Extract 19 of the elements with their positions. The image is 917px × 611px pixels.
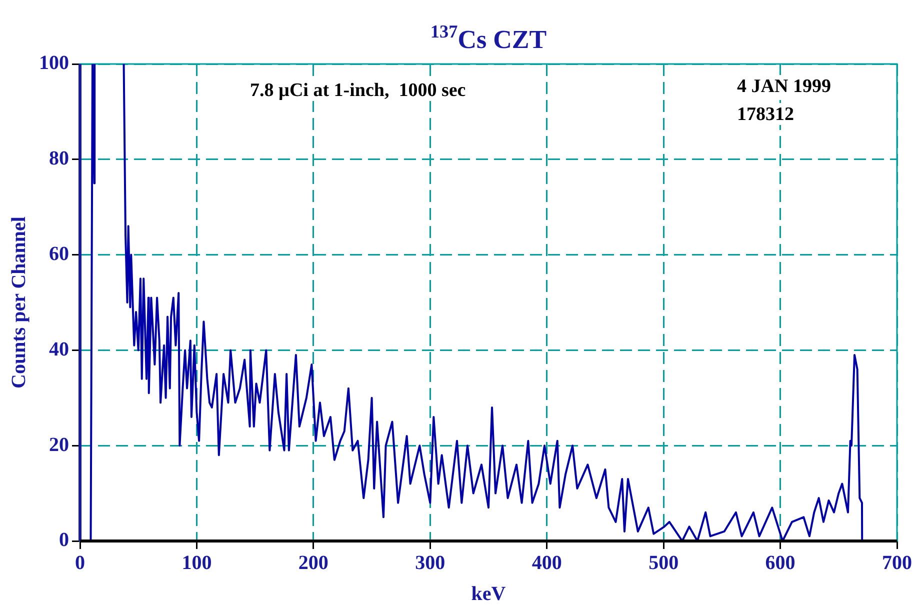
y-tick-label: 20: [49, 434, 69, 456]
y-axis-title: Counts per Channel: [8, 216, 30, 388]
annotation: 178312: [737, 104, 794, 125]
x-tick-label: 500: [648, 552, 679, 574]
annotation: 7.8 µCi at 1-inch, 1000 sec: [250, 80, 466, 101]
y-tick-label: 60: [49, 242, 69, 265]
x-tick-label: 100: [182, 552, 212, 574]
y-tick-label: 80: [49, 148, 69, 170]
x-tick-label: 600: [765, 552, 796, 574]
y-tick-label: 100: [39, 52, 69, 74]
y-tick-label: 40: [49, 338, 69, 360]
x-tick-label: 200: [298, 552, 328, 574]
x-axis-title: keV: [471, 583, 506, 606]
x-tick-label: 400: [532, 552, 562, 574]
x-tick-label: 0: [75, 552, 85, 574]
x-tick-label: 300: [415, 552, 446, 574]
x-tick-label: 700: [882, 552, 912, 574]
y-tick-label: 0: [59, 529, 69, 552]
annotation: 4 JAN 1999: [737, 76, 831, 97]
